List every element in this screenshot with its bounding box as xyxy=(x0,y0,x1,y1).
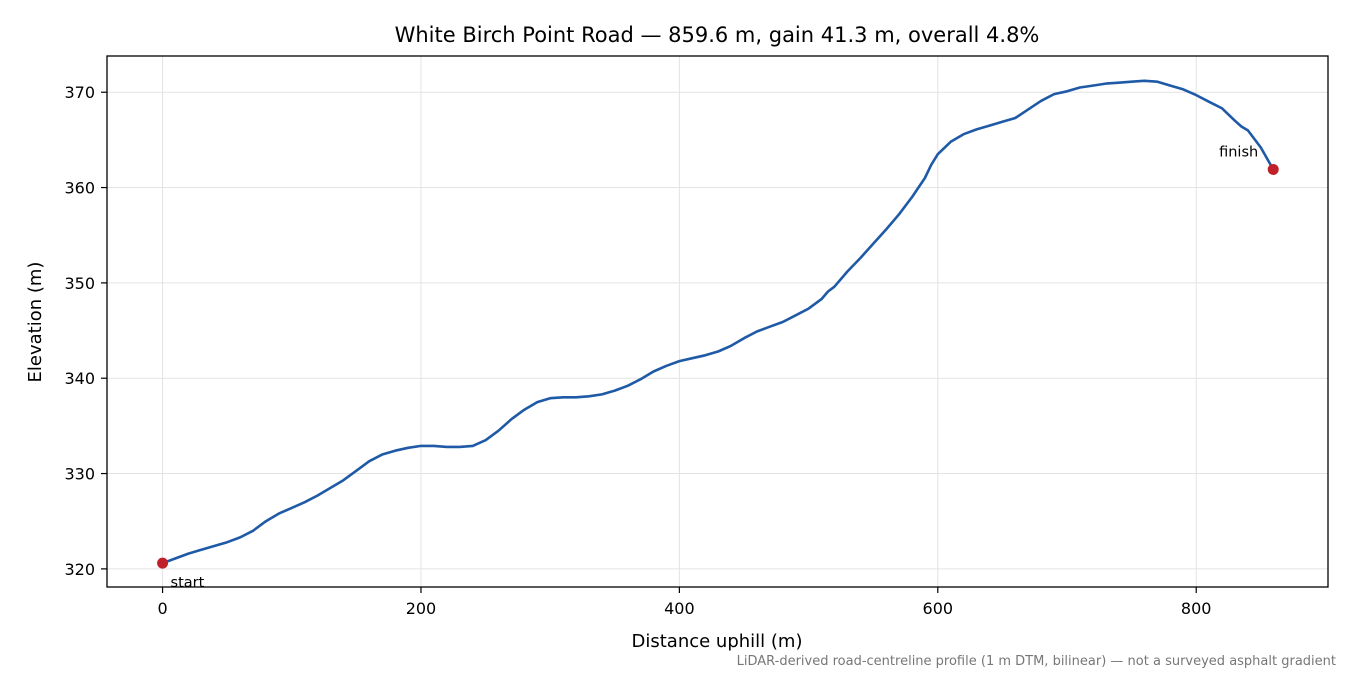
x-axis: 0 200 400 600 800 xyxy=(157,587,1211,618)
finish-label: finish xyxy=(1219,144,1258,160)
grid xyxy=(107,56,1328,587)
x-tick-label: 600 xyxy=(923,599,954,618)
y-axis: 320 330 340 350 360 370 xyxy=(64,83,107,579)
x-tick-label: 200 xyxy=(406,599,437,618)
y-tick-label: 360 xyxy=(64,179,95,198)
y-tick-label: 350 xyxy=(64,274,95,293)
y-tick-label: 370 xyxy=(64,83,95,102)
y-tick-label: 320 xyxy=(64,560,95,579)
x-axis-label: Distance uphill (m) xyxy=(632,631,803,652)
chart-title: White Birch Point Road — 859.6 m, gain 4… xyxy=(395,23,1040,47)
y-tick-label: 330 xyxy=(64,465,95,484)
finish-marker xyxy=(1267,163,1279,175)
x-tick-label: 400 xyxy=(664,599,695,618)
x-tick-label: 0 xyxy=(157,599,167,618)
elevation-line xyxy=(161,79,1275,565)
start-marker xyxy=(157,557,169,569)
y-tick-label: 340 xyxy=(64,369,95,388)
start-label: start xyxy=(171,575,205,591)
y-axis-label: Elevation (m) xyxy=(25,262,46,383)
footnote: LiDAR-derived road-centreline profile (1… xyxy=(737,654,1336,669)
x-tick-label: 800 xyxy=(1181,599,1212,618)
plot-frame xyxy=(106,55,1329,588)
